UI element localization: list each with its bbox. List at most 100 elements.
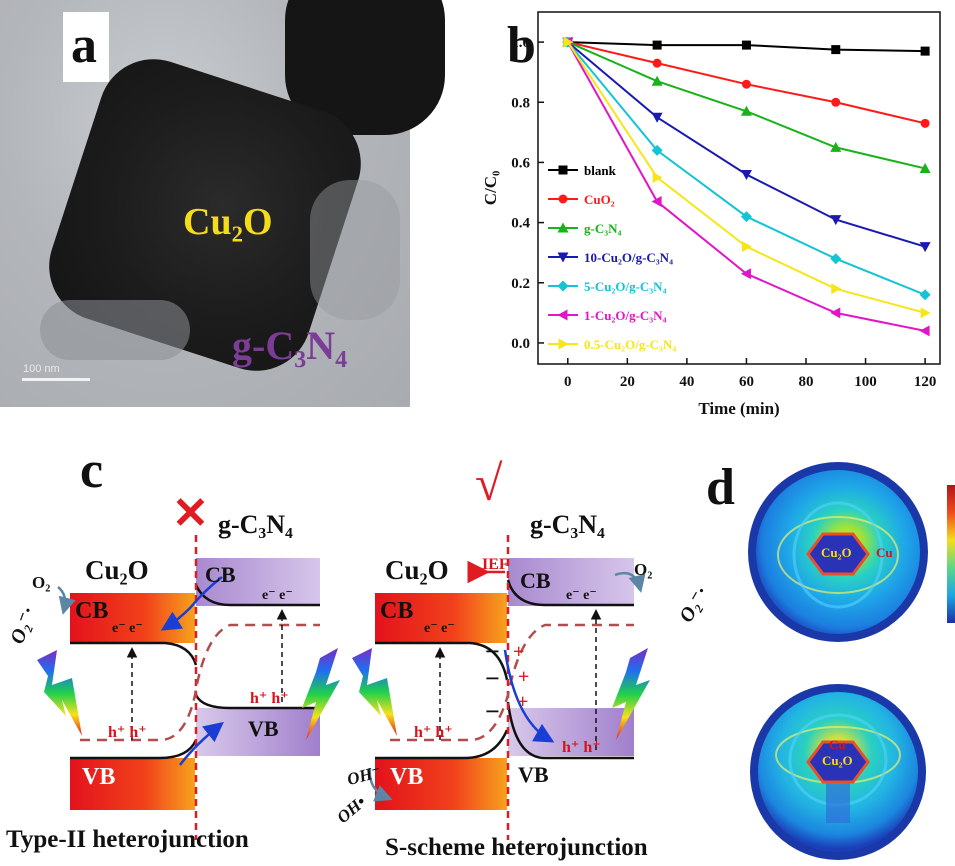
data-point [741,79,751,89]
data-point [741,40,751,50]
plus-sign: + [517,691,528,713]
data-point [831,283,842,295]
legend-label: g-C₃N₄ [584,221,622,236]
type2-cb-right: CB [205,562,236,587]
charge-density-maps [748,462,955,860]
sscheme-caption: S-scheme heterojunction [385,834,648,861]
type2-o2-label: O₂ [32,573,51,592]
data-point [919,289,931,301]
sscheme-o2-label: O₂ [634,560,653,579]
legend-label: CuO₂ [584,192,615,207]
data-point [740,268,751,280]
data-point [651,112,663,123]
panel-letter-d: d [706,459,735,516]
sscheme-cb-right: CB [520,568,551,593]
gcn-sheet [310,180,400,320]
legend-marker [558,165,568,175]
y-tick-label: 1.0 [511,35,530,51]
scale-bar-label: 100 nm [23,363,60,375]
y-tick-label: 0.0 [511,336,530,352]
x-tick-label: 20 [620,374,635,390]
legend-marker [557,309,568,321]
map-top-cu2o-label: Cu₂O [821,545,852,560]
map-bottom [750,684,926,860]
minus-sign: − [485,637,500,666]
plus-sign: + [513,641,524,663]
sscheme-vb-right: VB [518,762,549,787]
data-point [652,40,662,50]
sscheme-electrons-right: e⁻ e⁻ [566,588,597,603]
type2-holes-right: h⁺ h⁺ [250,690,289,707]
x-tick-label: 100 [854,374,877,390]
sscheme-vb-left: VB [390,764,424,790]
type2-holes-left: h⁺ h⁺ [108,724,147,741]
legend-label: 10-Cu₂O/g-C₃N₄ [584,250,673,265]
data-point [651,75,663,86]
type2-vb-left: VB [82,764,116,790]
data-point [740,105,752,116]
data-point [740,211,752,223]
panel-letter-c: c [80,442,104,499]
legend-marker [558,338,569,350]
degradation-chart: 0 20 40 60 80 100 120 0.0 0.2 0.4 0.6 0.8 1.0 Time (m… [481,11,941,418]
legend-marker [557,252,569,263]
cu2o-vb-band [375,758,507,810]
gcn-vb-band [508,708,634,756]
data-point [651,144,663,156]
data-point [830,307,841,319]
x-axis-label: Time (min) [698,399,779,418]
cu2o-label: Cu₂O [183,201,273,243]
legend-marker [557,280,569,292]
x-tick-label: 0 [564,374,572,390]
gcn-label: g-C₃N₄ [232,323,348,368]
sscheme-cu2o-label: Cu₂O [385,555,449,585]
series-line [567,41,926,170]
check-icon: √ [475,455,503,511]
plus-sign: + [518,666,529,688]
data-point [830,141,842,152]
x-tick-label: 120 [914,374,937,390]
legend-label: 1-Cu₂O/g-C₃N₄ [584,308,667,323]
panel-letter-a: a [63,12,109,82]
type2-cb-left: CB [75,598,109,624]
x-tick-label: 60 [739,374,754,390]
legend-label: 5-Cu₂O/g-C₃N₄ [584,279,667,294]
y-tick-label: 0.4 [511,216,530,232]
map-top [748,462,928,642]
map-top-cu-label: Cu [876,545,893,560]
type2-cu2o-label: Cu₂O [85,555,149,585]
map-bottom-cu2o-label: Cu₂O [822,753,853,768]
y-tick-label: 0.2 [511,276,530,292]
cu2o-cb-band [375,593,507,643]
band-diagram-svg: ✕ √ + + + − − − [37,455,650,840]
type2-vb-right: VB [248,716,279,741]
data-point [920,307,931,319]
sscheme-holes-right: h⁺ h⁺ [562,739,601,756]
legend-label: blank [584,163,617,178]
y-tick-label: 0.8 [511,95,530,111]
colorbar [947,485,955,623]
data-point [830,215,842,226]
cu2o-vb-band [70,758,195,810]
data-point [919,242,931,253]
sscheme-electrons-left: e⁻ e⁻ [424,621,455,636]
gcn-sheet [40,300,190,360]
data-point [740,169,752,180]
scale-bar [22,378,90,381]
x-tick-label: 80 [799,374,814,390]
type2-gcn-label: g-C₃N₄ [218,510,293,539]
data-point [919,325,930,337]
data-point [652,58,662,68]
data-point [652,171,663,183]
panel-letter-b: b [507,17,536,74]
y-axis-label: C/C₀ [481,171,500,205]
type2-electrons-left: e⁻ e⁻ [112,621,143,636]
minus-sign: − [485,697,500,726]
data-point [920,46,930,56]
data-point [651,196,662,208]
gcn-cb-band [508,558,634,606]
data-point [920,118,930,128]
minus-sign: − [485,664,500,693]
data-point [830,253,842,265]
type2-caption: Type-II heterojunction [6,826,249,853]
